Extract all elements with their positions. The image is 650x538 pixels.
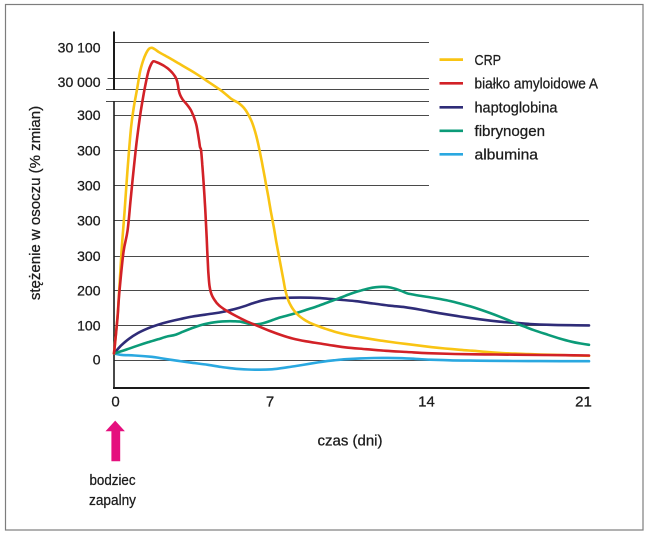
svg-text:albumina: albumina [475,147,539,164]
svg-text:300: 300 [77,107,101,123]
svg-text:300: 300 [77,178,101,194]
svg-text:200: 200 [77,283,101,299]
svg-text:0: 0 [93,352,101,368]
svg-text:300: 300 [77,143,101,159]
svg-text:zapalny: zapalny [89,492,136,509]
svg-text:14: 14 [418,394,435,411]
svg-text:haptoglobina: haptoglobina [475,100,559,117]
svg-text:czas (dni): czas (dni) [317,433,382,450]
svg-text:21: 21 [575,394,592,411]
svg-text:30 100: 30 100 [58,40,101,56]
svg-text:0: 0 [111,394,119,411]
svg-text:300: 300 [77,248,101,264]
svg-text:stężenie w osoczu (% zmian): stężenie w osoczu (% zmian) [27,106,44,300]
svg-text:300: 300 [77,213,101,229]
svg-text:bodziec: bodziec [90,472,136,489]
svg-text:30 000: 30 000 [58,74,101,90]
svg-text:100: 100 [77,318,101,334]
svg-text:7: 7 [266,394,274,411]
svg-text:fibrynogen: fibrynogen [475,123,546,140]
svg-text:białko amyloidowe A: białko amyloidowe A [475,76,599,93]
svg-text:CRP: CRP [475,52,502,69]
